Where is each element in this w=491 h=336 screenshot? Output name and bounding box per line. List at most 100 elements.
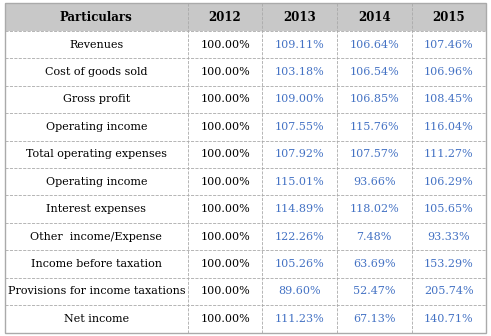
Text: 93.66%: 93.66% bbox=[353, 177, 396, 187]
Bar bbox=[5, 278, 188, 305]
Bar bbox=[188, 140, 262, 168]
Bar bbox=[188, 113, 262, 140]
Bar bbox=[411, 196, 486, 223]
Text: 106.54%: 106.54% bbox=[349, 67, 399, 77]
Bar bbox=[337, 86, 411, 113]
Bar bbox=[5, 58, 188, 86]
Bar bbox=[411, 305, 486, 333]
Bar bbox=[337, 168, 411, 196]
Text: Operating income: Operating income bbox=[46, 177, 147, 187]
Bar bbox=[337, 196, 411, 223]
Text: Income before taxation: Income before taxation bbox=[31, 259, 162, 269]
Text: Total operating expenses: Total operating expenses bbox=[26, 149, 167, 159]
Bar bbox=[262, 223, 337, 250]
Text: 111.23%: 111.23% bbox=[275, 314, 325, 324]
Bar bbox=[262, 196, 337, 223]
Text: 89.60%: 89.60% bbox=[278, 287, 321, 296]
Bar bbox=[262, 31, 337, 58]
Bar bbox=[5, 86, 188, 113]
Text: 107.55%: 107.55% bbox=[275, 122, 325, 132]
Text: 115.01%: 115.01% bbox=[275, 177, 325, 187]
Text: 100.00%: 100.00% bbox=[200, 94, 250, 104]
Text: 100.00%: 100.00% bbox=[200, 204, 250, 214]
Bar bbox=[337, 305, 411, 333]
Bar bbox=[5, 223, 188, 250]
Text: 2013: 2013 bbox=[283, 10, 316, 24]
Bar bbox=[262, 113, 337, 140]
Text: 100.00%: 100.00% bbox=[200, 67, 250, 77]
Bar bbox=[411, 3, 486, 31]
Bar bbox=[188, 3, 262, 31]
Text: 107.46%: 107.46% bbox=[424, 40, 474, 49]
Bar bbox=[411, 250, 486, 278]
Text: Operating income: Operating income bbox=[46, 122, 147, 132]
Text: 109.11%: 109.11% bbox=[275, 40, 325, 49]
Bar bbox=[188, 223, 262, 250]
Text: Interest expenses: Interest expenses bbox=[46, 204, 146, 214]
Bar bbox=[188, 305, 262, 333]
Bar bbox=[337, 31, 411, 58]
Bar bbox=[411, 278, 486, 305]
Text: 106.96%: 106.96% bbox=[424, 67, 474, 77]
Text: 106.29%: 106.29% bbox=[424, 177, 474, 187]
Text: Cost of goods sold: Cost of goods sold bbox=[45, 67, 148, 77]
Text: Provisions for income taxations: Provisions for income taxations bbox=[7, 287, 185, 296]
Text: 67.13%: 67.13% bbox=[353, 314, 395, 324]
Text: Net income: Net income bbox=[64, 314, 129, 324]
Bar bbox=[337, 113, 411, 140]
Bar bbox=[262, 140, 337, 168]
Text: 106.64%: 106.64% bbox=[349, 40, 399, 49]
Text: 100.00%: 100.00% bbox=[200, 177, 250, 187]
Bar bbox=[411, 140, 486, 168]
Bar bbox=[337, 140, 411, 168]
Text: 2012: 2012 bbox=[209, 10, 242, 24]
Text: 153.29%: 153.29% bbox=[424, 259, 474, 269]
Bar bbox=[5, 196, 188, 223]
Bar bbox=[262, 250, 337, 278]
Bar bbox=[5, 113, 188, 140]
Bar bbox=[188, 196, 262, 223]
Text: 109.00%: 109.00% bbox=[275, 94, 325, 104]
Text: 7.48%: 7.48% bbox=[356, 232, 392, 242]
Text: 107.92%: 107.92% bbox=[275, 149, 325, 159]
Bar bbox=[262, 58, 337, 86]
Text: 100.00%: 100.00% bbox=[200, 287, 250, 296]
Text: 100.00%: 100.00% bbox=[200, 259, 250, 269]
Bar bbox=[188, 31, 262, 58]
Text: 115.76%: 115.76% bbox=[350, 122, 399, 132]
Bar bbox=[262, 305, 337, 333]
Bar bbox=[411, 58, 486, 86]
Bar bbox=[188, 58, 262, 86]
Bar bbox=[188, 278, 262, 305]
Bar bbox=[411, 113, 486, 140]
Bar bbox=[262, 3, 337, 31]
Bar bbox=[5, 31, 188, 58]
Text: 105.26%: 105.26% bbox=[275, 259, 325, 269]
Text: 116.04%: 116.04% bbox=[424, 122, 474, 132]
Text: 100.00%: 100.00% bbox=[200, 122, 250, 132]
Text: 93.33%: 93.33% bbox=[428, 232, 470, 242]
Text: 107.57%: 107.57% bbox=[350, 149, 399, 159]
Text: 100.00%: 100.00% bbox=[200, 149, 250, 159]
Text: 106.85%: 106.85% bbox=[349, 94, 399, 104]
Bar bbox=[262, 278, 337, 305]
Bar bbox=[411, 223, 486, 250]
Bar bbox=[337, 223, 411, 250]
Bar bbox=[411, 168, 486, 196]
Text: Other  income/Expense: Other income/Expense bbox=[30, 232, 162, 242]
Text: 108.45%: 108.45% bbox=[424, 94, 474, 104]
Bar bbox=[188, 86, 262, 113]
Text: 140.71%: 140.71% bbox=[424, 314, 474, 324]
Bar bbox=[5, 305, 188, 333]
Text: 2014: 2014 bbox=[358, 10, 390, 24]
Text: 103.18%: 103.18% bbox=[275, 67, 325, 77]
Bar bbox=[188, 168, 262, 196]
Text: 100.00%: 100.00% bbox=[200, 232, 250, 242]
Bar bbox=[262, 86, 337, 113]
Text: 100.00%: 100.00% bbox=[200, 314, 250, 324]
Bar bbox=[5, 168, 188, 196]
Bar bbox=[411, 86, 486, 113]
Text: Revenues: Revenues bbox=[69, 40, 123, 49]
Bar bbox=[5, 3, 188, 31]
Text: 122.26%: 122.26% bbox=[275, 232, 325, 242]
